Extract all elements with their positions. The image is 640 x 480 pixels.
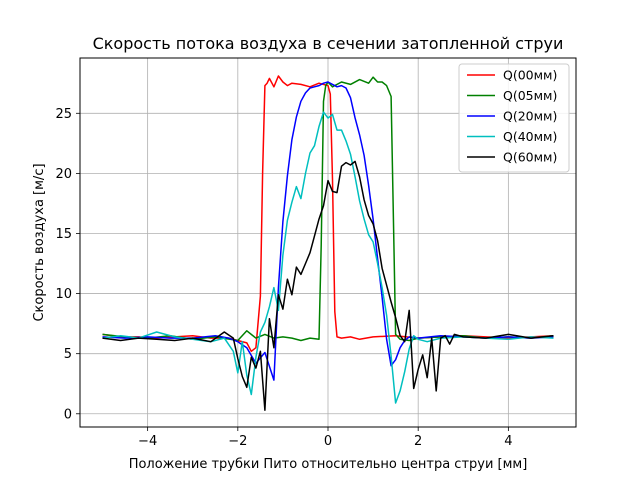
chart-title: Скорость потока воздуха в сечении затопл… xyxy=(93,34,564,53)
legend-box xyxy=(458,63,570,173)
x-tick-label: −2 xyxy=(228,434,247,449)
y-tick-label: 10 xyxy=(55,287,72,302)
legend-label: Q(05мм) xyxy=(503,88,557,103)
series-line-1 xyxy=(102,76,554,342)
y-tick-label: 20 xyxy=(55,167,72,182)
x-tick-label: 2 xyxy=(414,434,422,449)
y-axis-label: Скорость воздуха [м/с] xyxy=(32,163,47,321)
x-tick-label: 4 xyxy=(504,434,512,449)
legend-label: Q(60мм) xyxy=(503,150,557,165)
y-tick-label: 15 xyxy=(55,227,72,242)
y-tick-label: 25 xyxy=(55,107,72,122)
series-line-4 xyxy=(102,160,554,411)
legend: Q(00мм) Q(05мм) Q(20мм) Q(40мм) Q(60мм) xyxy=(458,63,570,173)
ticks: −4 −2 0 2 4 0 5 10 15 20 25 xyxy=(55,107,512,449)
legend-label: Q(20мм) xyxy=(503,109,557,124)
y-tick-label: 0 xyxy=(64,407,72,422)
series-lines xyxy=(102,75,554,411)
x-tick-label: −4 xyxy=(138,434,157,449)
x-axis-label: Положение трубки Пито относительно центр… xyxy=(129,457,528,472)
legend-label: Q(00мм) xyxy=(503,68,557,83)
y-tick-label: 5 xyxy=(64,347,72,362)
x-tick-label: 0 xyxy=(324,434,332,449)
legend-label: Q(40мм) xyxy=(503,129,557,144)
